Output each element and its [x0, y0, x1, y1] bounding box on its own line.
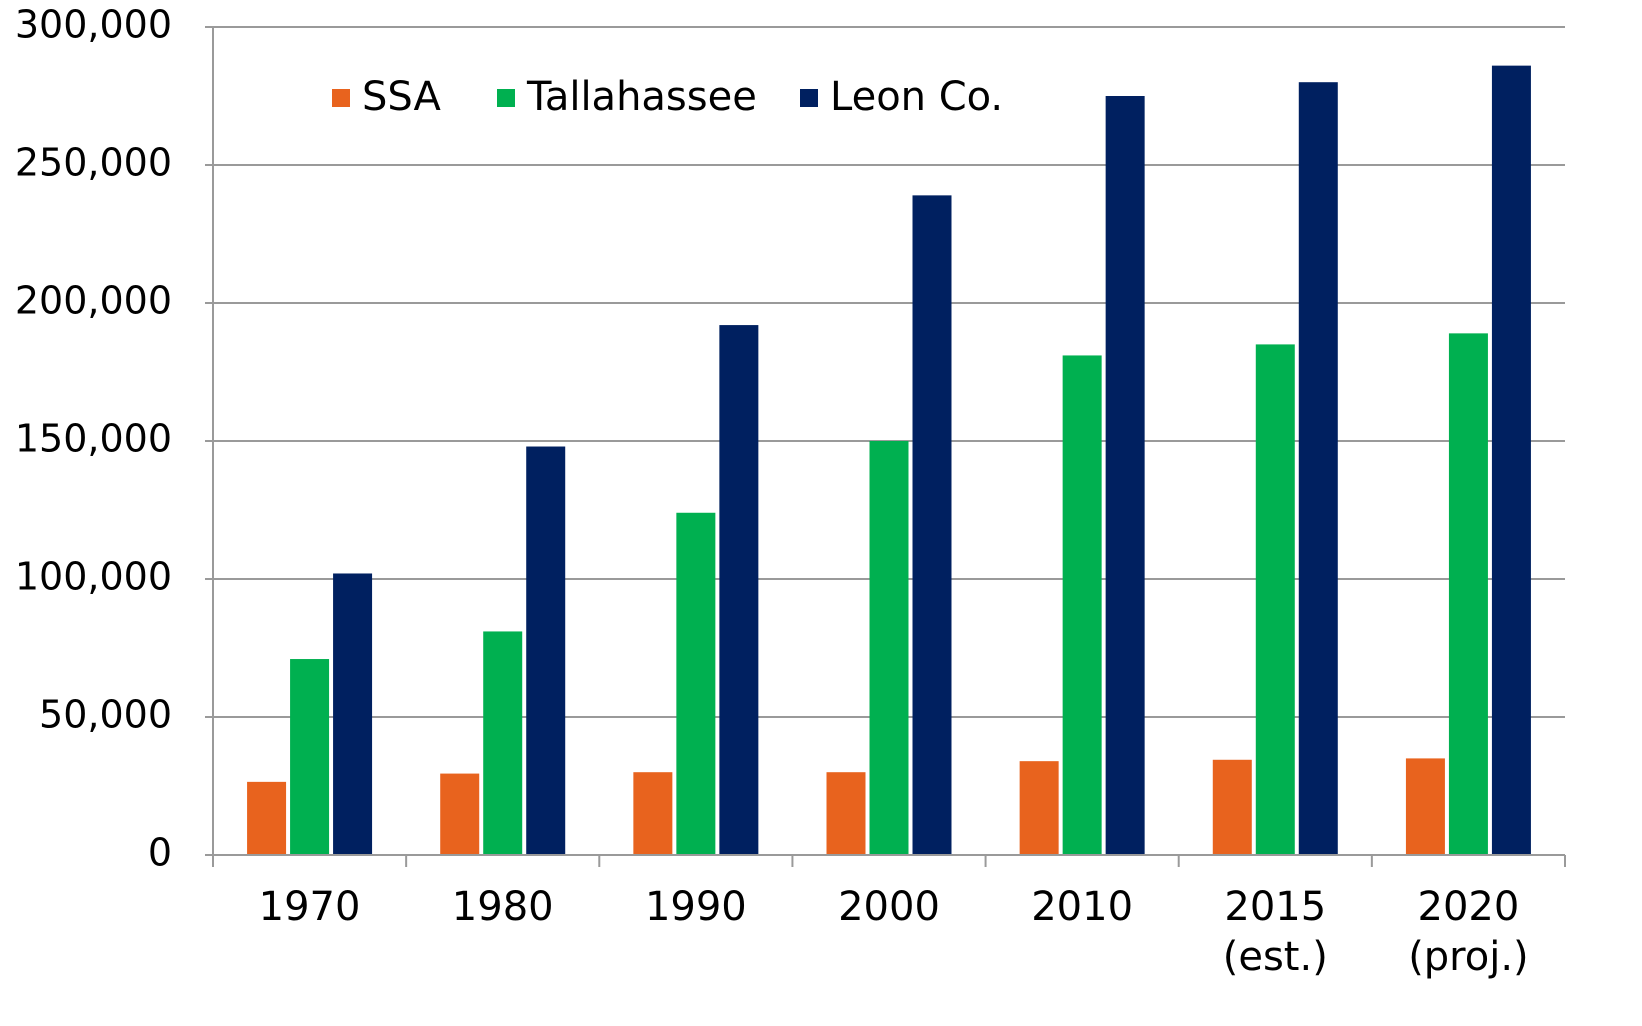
legend-label: Tallahassee	[526, 74, 757, 120]
bar	[1491, 65, 1531, 855]
legend-swatch	[497, 89, 515, 107]
bar	[912, 195, 952, 856]
y-tick-label: 200,000	[15, 279, 172, 323]
bar	[1212, 759, 1252, 855]
bar	[440, 773, 480, 855]
bar	[869, 441, 909, 855]
bar	[290, 659, 330, 855]
legend-label: Leon Co.	[830, 74, 1003, 120]
bar	[1105, 96, 1145, 855]
bar	[633, 772, 673, 855]
bar	[676, 512, 716, 855]
bar	[1062, 355, 1102, 855]
x-tick-label: 2015 (est.)	[1222, 884, 1328, 980]
bar	[247, 781, 287, 855]
bar	[1255, 344, 1295, 855]
y-tick-label: 50,000	[39, 693, 172, 737]
y-tick-label: 150,000	[15, 417, 172, 461]
y-tick-label: 250,000	[15, 141, 172, 185]
bar	[1405, 758, 1445, 855]
bar	[526, 446, 566, 855]
x-tick-label: 1970	[258, 884, 361, 930]
y-tick-label: 300,000	[15, 3, 172, 47]
x-tick-label: 2020 (proj.)	[1408, 884, 1529, 980]
bar	[719, 325, 759, 856]
x-tick-label: 1990	[644, 884, 747, 930]
x-tick-label: 2000	[838, 884, 940, 930]
bar	[1298, 82, 1338, 855]
y-tick-label: 0	[148, 831, 172, 875]
x-tick-label: 1980	[451, 884, 554, 930]
bar	[1019, 761, 1059, 855]
legend-label: SSA	[362, 74, 442, 120]
x-tick-label: 2010	[1031, 884, 1134, 930]
bar	[826, 772, 866, 855]
bar	[1448, 333, 1488, 855]
bar	[483, 631, 523, 855]
y-tick-label: 100,000	[15, 555, 172, 599]
legend-swatch	[332, 89, 350, 107]
legend-swatch	[800, 89, 818, 107]
bar	[333, 573, 373, 855]
